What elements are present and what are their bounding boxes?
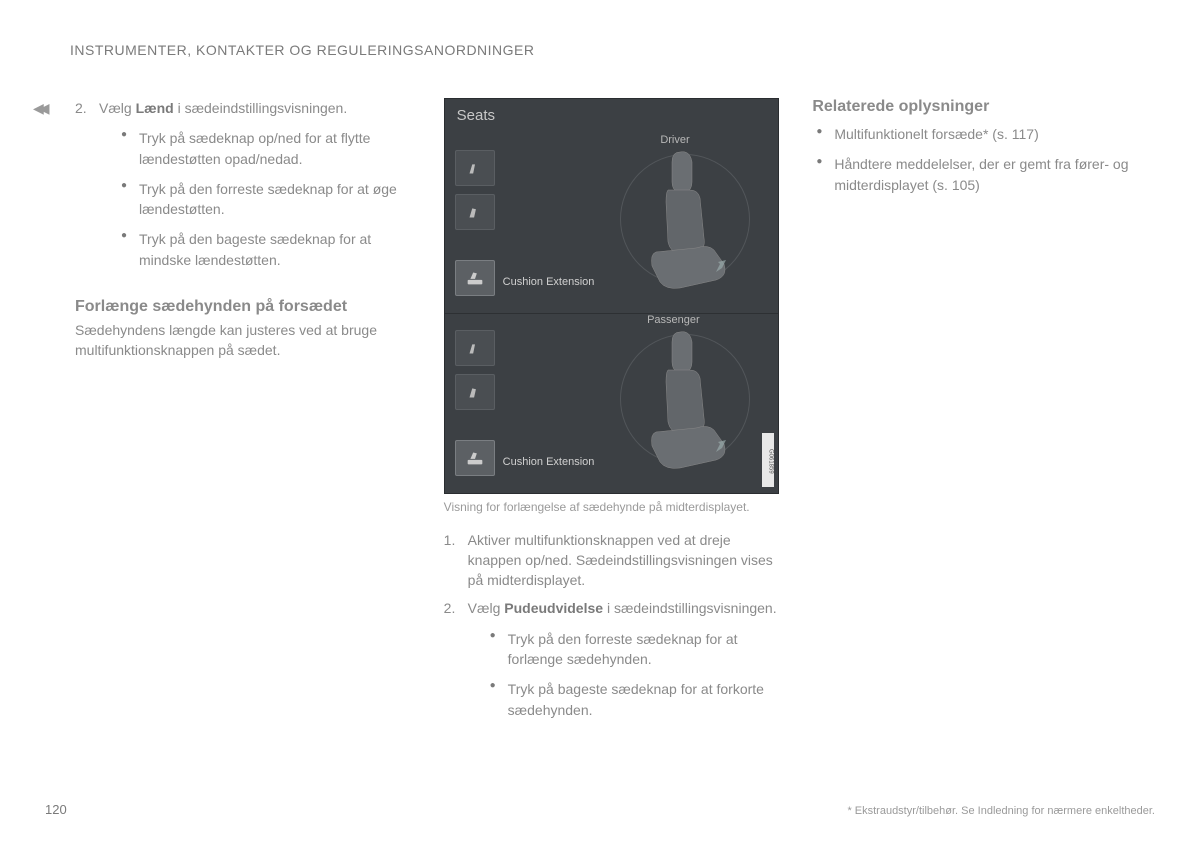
step-number: 1.: [444, 530, 458, 591]
body-text: Sædehyndens længde kan justeres ved at b…: [75, 320, 418, 361]
column-3: Relaterede oplysninger Multifunktionelt …: [812, 98, 1155, 734]
text-pre: Vælg: [468, 600, 505, 616]
subheading: Forlænge sædehynden på forsædet: [75, 298, 418, 316]
cushion-label: Cushion Extension: [503, 456, 595, 468]
passenger-section: Passenger Cushion Extension: [445, 308, 778, 494]
seat-render: [620, 322, 750, 482]
content-columns: ◀◀ 2. Vælg Lænd i sædeindstillingsvisnin…: [45, 98, 1155, 734]
seats-title: Seats: [445, 99, 778, 128]
step-2: 2. Vælg Pudeudvidelse i sædeindstillings…: [444, 598, 787, 729]
seat-render: [620, 142, 750, 302]
cushion-row: Cushion Extension: [455, 260, 595, 304]
step-text: Aktiver multifunktionsknappen ved at dre…: [468, 530, 787, 591]
step-number: 2.: [75, 98, 89, 280]
step-text: Vælg Pudeudvidelse i sædeindstillingsvis…: [468, 598, 787, 729]
bullet-item: Tryk på bageste sædeknap for at forkorte…: [490, 679, 787, 720]
cushion-extension-icon: [455, 260, 495, 296]
step-text: Vælg Lænd i sædeindstillingsvisningen. T…: [99, 98, 418, 280]
column-1: ◀◀ 2. Vælg Lænd i sædeindstillingsvisnin…: [45, 98, 418, 734]
column-2: Seats Driver Cushion Extension: [444, 98, 787, 734]
related-heading: Relaterede oplysninger: [812, 98, 1155, 116]
seats-screenshot: Seats Driver Cushion Extension: [444, 98, 779, 494]
related-item: Multifunktionelt forsæde* (s. 117): [812, 124, 1155, 146]
bullet-item: Tryk på den forreste sædeknap for at øge…: [121, 179, 418, 220]
bullet-list: Tryk på den forreste sædeknap for at for…: [490, 629, 787, 720]
seat-option-icon: [455, 330, 495, 366]
page-header: INSTRUMENTER, KONTAKTER OG REGULERINGSAN…: [70, 42, 1155, 58]
icon-column: [455, 150, 499, 238]
related-list: Multifunktionelt forsæde* (s. 117) Håndt…: [812, 124, 1155, 197]
bullet-item: Tryk på sædeknap op/ned for at flytte læ…: [121, 128, 418, 169]
image-caption: Visning for forlængelse af sædehynde på …: [444, 500, 787, 516]
step-1: 1. Aktiver multifunktionsknappen ved at …: [444, 530, 787, 591]
related-item: Håndtere meddelelser, der er gemt fra fø…: [812, 154, 1155, 197]
footnote: * Ekstraudstyr/tilbehør. Se Indledning f…: [847, 805, 1155, 817]
text-bold: Lænd: [136, 100, 174, 116]
seat-option-icon: [455, 194, 495, 230]
step-2: 2. Vælg Lænd i sædeindstillingsvisningen…: [75, 98, 418, 280]
text-post: i sædeindstillingsvisningen.: [603, 600, 777, 616]
bullet-item: Tryk på den forreste sædeknap for at for…: [490, 629, 787, 670]
driver-section: Driver Cushion Extension: [445, 128, 778, 314]
bullet-item: Tryk på den bageste sædeknap for at mind…: [121, 229, 418, 270]
image-id-badge: G061859: [762, 433, 774, 487]
seat-option-icon: [455, 150, 495, 186]
cushion-extension-icon: [455, 440, 495, 476]
cushion-label: Cushion Extension: [503, 276, 595, 288]
text-bold: Pudeudvidelse: [504, 600, 603, 616]
step-number: 2.: [444, 598, 458, 729]
text-pre: Vælg: [99, 100, 136, 116]
icon-column: [455, 330, 499, 418]
continued-icon: ◀◀: [33, 100, 45, 117]
text-post: i sædeindstillingsvisningen.: [174, 100, 348, 116]
page-number: 120: [45, 802, 67, 817]
cushion-row: Cushion Extension: [455, 440, 595, 484]
bullet-list: Tryk på sædeknap op/ned for at flytte læ…: [121, 128, 418, 270]
seat-option-icon: [455, 374, 495, 410]
